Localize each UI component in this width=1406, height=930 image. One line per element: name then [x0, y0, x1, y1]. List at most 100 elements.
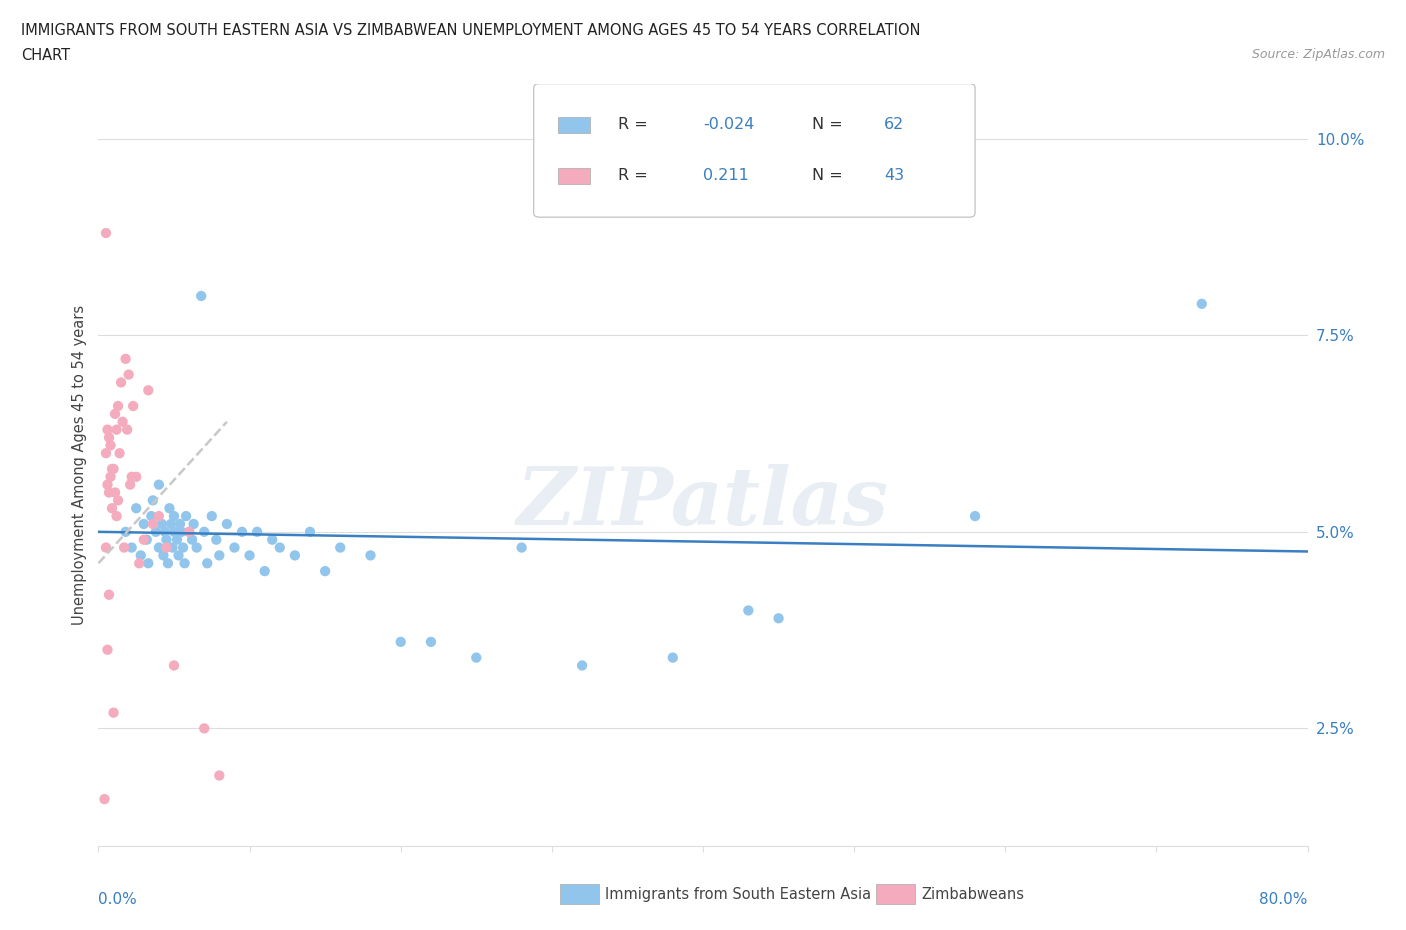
Point [177, 525, 201, 539]
Point [153, 525, 176, 539]
Point [148, 509, 170, 524]
Point [172, 540, 194, 555]
Point [121, 540, 143, 555]
Point [208, 768, 231, 783]
Bar [558, 167, 591, 184]
Text: 43: 43 [884, 167, 904, 182]
Point [110, 375, 132, 390]
Point [96, 643, 118, 658]
Point [160, 516, 183, 531]
Point [100, 470, 122, 485]
Point [170, 525, 193, 539]
Point [262, 532, 284, 547]
Point [162, 540, 184, 555]
Point [768, 611, 790, 626]
Text: 0.0%: 0.0% [98, 892, 138, 907]
Point [186, 540, 208, 555]
Point [107, 399, 129, 414]
Point [112, 540, 135, 555]
Point [122, 399, 145, 414]
Point [105, 509, 128, 524]
Point [215, 516, 238, 531]
FancyBboxPatch shape [534, 84, 976, 218]
Point [96, 477, 118, 492]
Text: R =: R = [619, 116, 648, 132]
Text: N =: N = [811, 167, 842, 182]
Point [181, 532, 204, 547]
Point [159, 500, 181, 515]
Point [120, 477, 142, 492]
Point [104, 485, 127, 500]
Point [125, 470, 148, 485]
Point [177, 525, 201, 539]
Point [193, 525, 215, 539]
Point [132, 532, 155, 547]
Text: R =: R = [619, 167, 648, 182]
Point [94, 540, 117, 555]
Point [125, 500, 148, 515]
Text: Zimbabweans: Zimbabweans [921, 887, 1024, 902]
Point [329, 540, 352, 555]
Point [360, 548, 382, 563]
Point [314, 564, 336, 578]
Point [107, 493, 129, 508]
Point [101, 461, 124, 476]
Point [103, 461, 125, 476]
Point [163, 658, 186, 673]
Point [173, 556, 195, 571]
Text: ZIPatlas: ZIPatlas [517, 464, 889, 542]
Point [1191, 297, 1213, 312]
Point [166, 532, 188, 547]
Point [114, 525, 136, 539]
Bar [558, 116, 591, 133]
Point [208, 548, 231, 563]
Point [510, 540, 533, 555]
Point [299, 525, 322, 539]
Text: 80.0%: 80.0% [1260, 892, 1308, 907]
Text: N =: N = [811, 116, 842, 132]
Point [148, 540, 170, 555]
Text: Source: ZipAtlas.com: Source: ZipAtlas.com [1251, 48, 1385, 61]
Y-axis label: Unemployment Among Ages 45 to 54 years: Unemployment Among Ages 45 to 54 years [72, 305, 87, 625]
Text: -0.024: -0.024 [703, 116, 755, 132]
Point [111, 415, 134, 430]
Point [231, 525, 253, 539]
Point [136, 556, 159, 571]
Text: 62: 62 [884, 116, 904, 132]
Point [150, 516, 173, 531]
Point [121, 470, 143, 485]
Point [163, 509, 186, 524]
Point [239, 548, 262, 563]
Point [105, 422, 128, 437]
Point [101, 500, 124, 515]
Point [152, 548, 174, 563]
Point [190, 288, 212, 303]
Point [94, 226, 117, 241]
Point [103, 705, 125, 720]
Point [93, 791, 115, 806]
Point [195, 556, 218, 571]
Point [142, 493, 165, 508]
Point [132, 516, 155, 531]
Point [98, 430, 121, 445]
Point [737, 603, 759, 618]
Point [96, 422, 118, 437]
Point [201, 509, 224, 524]
Point [183, 516, 205, 531]
Point [129, 548, 152, 563]
Point [193, 721, 215, 736]
Point [104, 406, 127, 421]
Point [163, 525, 186, 539]
Point [155, 540, 177, 555]
Text: Immigrants from South Eastern Asia: Immigrants from South Eastern Asia [605, 887, 870, 902]
Point [571, 658, 593, 673]
Point [965, 509, 987, 524]
Point [169, 516, 191, 531]
Point [167, 548, 190, 563]
Point [141, 509, 163, 524]
Point [94, 445, 117, 460]
Point [224, 540, 246, 555]
Point [174, 509, 197, 524]
Point [205, 532, 228, 547]
Point [465, 650, 488, 665]
